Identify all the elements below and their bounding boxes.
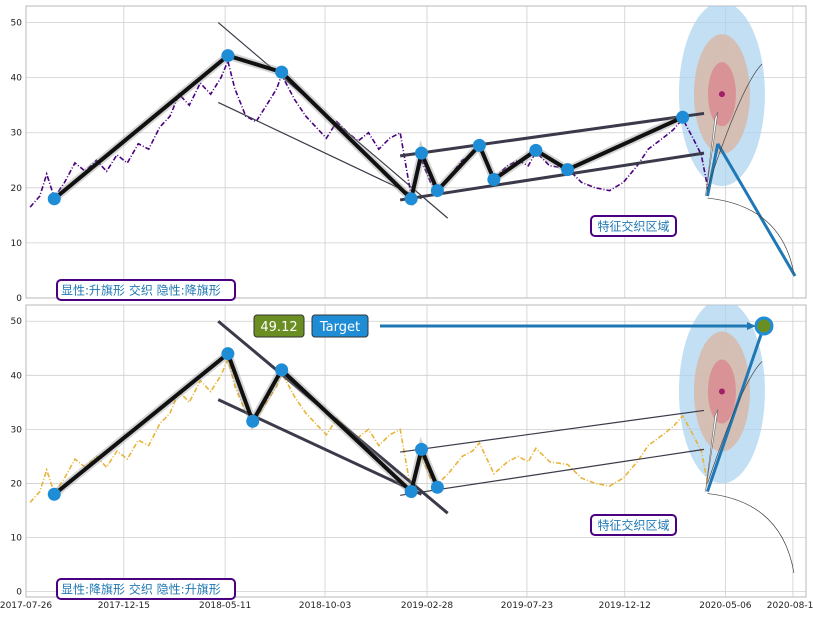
pivot-point xyxy=(415,442,429,456)
price-line xyxy=(29,58,710,208)
y-tick-label: 30 xyxy=(11,425,23,435)
zigzag-line xyxy=(53,350,440,496)
plot-frame xyxy=(25,304,807,598)
channel-line xyxy=(400,409,705,453)
projection-hint-arrow xyxy=(705,409,719,492)
y-tick-label: 40 xyxy=(11,371,23,381)
x-tick-label: 2017-07-26 xyxy=(0,601,52,611)
pivot-point xyxy=(430,480,444,494)
y-tick-label: 50 xyxy=(11,317,23,327)
x-tick-label: 2019-02-28 xyxy=(401,601,454,611)
target-arrow-head xyxy=(746,321,756,330)
pivot-point xyxy=(487,173,501,187)
x-tick-label: 2019-07-23 xyxy=(501,601,553,611)
plot-area xyxy=(29,6,797,277)
pivot-point xyxy=(472,138,486,152)
target-point xyxy=(754,316,774,336)
zone-label-box xyxy=(590,514,677,536)
pattern-label: 显性:升旗形 交织 隐性:降旗形 xyxy=(61,283,221,298)
pivot-point xyxy=(676,110,690,124)
projection-arrow xyxy=(716,142,797,277)
value-badge xyxy=(253,314,305,338)
x-tick-label: 2018-10-03 xyxy=(299,601,351,611)
y-tick-label: 20 xyxy=(11,479,23,489)
projection-hint-arrow xyxy=(705,112,719,197)
pivot-point xyxy=(221,49,235,63)
y-tick-label: 0 xyxy=(16,294,22,304)
pivot-point xyxy=(404,485,418,499)
y-tick-label: 10 xyxy=(11,239,23,249)
pivot-point xyxy=(221,347,235,361)
projection-curve xyxy=(707,197,795,275)
projection-curve xyxy=(707,361,763,484)
channel-line xyxy=(399,111,705,158)
projection-curve xyxy=(707,493,795,574)
x-axis: 2017-07-26 2017-12-15 2018-05-11 2018-10-03… xyxy=(0,601,813,611)
pivot-point xyxy=(246,414,260,428)
value-badge-text: 49.12 xyxy=(260,320,297,335)
y-tick-label: 20 xyxy=(11,184,23,194)
pivot-point xyxy=(430,184,444,198)
pattern-label-box xyxy=(56,279,236,301)
pattern-label: 显性:降旗形 交织 隐性:升旗形 xyxy=(61,582,221,597)
y-tick-label: 50 xyxy=(11,19,23,29)
y-tick-label: 10 xyxy=(11,534,23,544)
x-tick-label: 2020-08-12 xyxy=(767,601,813,611)
pivot-point xyxy=(415,146,429,160)
price-line xyxy=(29,356,710,503)
pivot-point xyxy=(561,163,575,177)
zigzag-line xyxy=(53,53,684,203)
pivot-point xyxy=(275,65,289,79)
zone-label-box xyxy=(590,215,677,237)
x-tick-label: 2018-05-11 xyxy=(199,601,251,611)
zigzag-shadow xyxy=(51,347,442,500)
pivot-point xyxy=(404,192,418,206)
target-badge-text: Target xyxy=(319,320,360,335)
pivot-point xyxy=(47,192,61,206)
pivot-point xyxy=(47,487,61,501)
y-tick-label: 40 xyxy=(11,74,23,84)
plot-frame xyxy=(25,5,807,299)
target-badge xyxy=(311,314,369,338)
channel-line xyxy=(400,448,705,496)
projection-arrow xyxy=(705,143,720,197)
pivot-point xyxy=(529,143,543,157)
zigzag-shadow xyxy=(51,51,685,207)
y-tick-label: 30 xyxy=(11,129,23,139)
target-zone-center xyxy=(718,91,725,98)
x-tick-label: 2020-05-06 xyxy=(699,601,752,611)
target-zone-center xyxy=(718,388,725,395)
plot-area xyxy=(29,305,795,574)
pivot-point xyxy=(275,363,289,377)
projection-curve xyxy=(707,63,763,189)
x-tick-label: 2019-12-12 xyxy=(599,601,651,611)
x-tick-label: 2017-12-15 xyxy=(98,601,150,611)
zone-label: 特征交织区域 xyxy=(597,219,669,234)
y-tick-label: 0 xyxy=(16,588,22,598)
channel-line xyxy=(217,101,422,200)
channel-line xyxy=(399,151,705,202)
zone-label: 特征交织区域 xyxy=(597,518,669,533)
pattern-label-box xyxy=(56,578,236,600)
